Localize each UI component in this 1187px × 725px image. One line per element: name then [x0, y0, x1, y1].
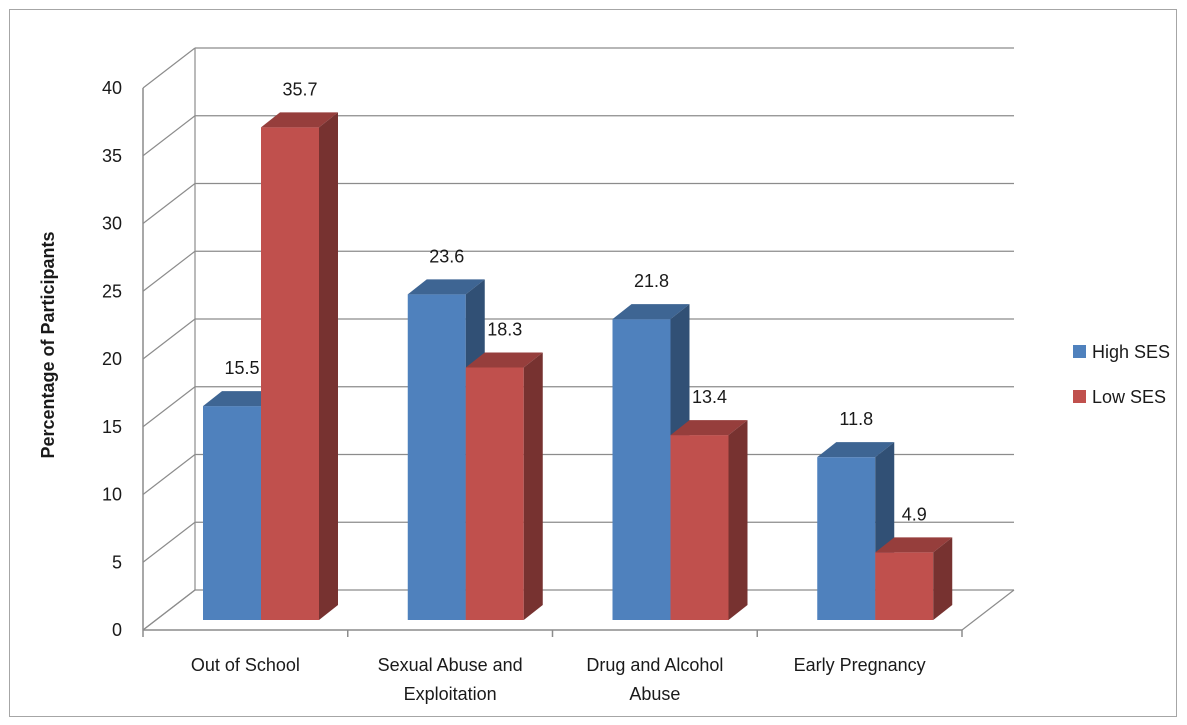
bars: [203, 112, 953, 620]
bar: [670, 420, 748, 620]
bar-side-face: [319, 112, 338, 620]
bar-side-face: [523, 352, 543, 620]
x-category-label: Sexual Abuse and: [378, 655, 523, 675]
y-tick-label: 35: [102, 146, 122, 166]
gridline-side: [142, 521, 196, 563]
bar-top-face: [612, 304, 690, 320]
legend-swatch: [1073, 345, 1086, 358]
y-tick-label: 40: [102, 78, 122, 98]
gridline-side: [142, 250, 196, 292]
legend: High SES Low SES: [1073, 342, 1170, 407]
gridline-side: [142, 183, 196, 224]
x-category-label: Abuse: [629, 684, 680, 704]
bar-top-face: [875, 537, 953, 553]
y-tick-label: 15: [102, 417, 122, 437]
data-label: 13.4: [692, 387, 727, 407]
bar: [465, 352, 543, 620]
bar-front-face: [465, 367, 524, 620]
data-labels: 15.5 23.6 21.8 11.8 35.7 18.3 13.4 4.9: [224, 79, 926, 524]
gridline-side: [142, 47, 196, 89]
data-label: 11.8: [839, 409, 873, 429]
bar-top-face: [261, 112, 338, 128]
data-label: 15.5: [224, 358, 259, 378]
bar-front-face: [875, 552, 934, 620]
bar-front-face: [612, 319, 671, 620]
y-tick-label: 0: [112, 620, 122, 640]
floor-right-edge: [961, 589, 1015, 631]
bar-front-face: [407, 294, 466, 620]
gridline-side: [142, 386, 196, 428]
bar-front-face: [261, 127, 319, 620]
data-label: 21.8: [634, 271, 669, 291]
bar-top-face: [670, 420, 748, 436]
y-axis-title: Percentage of Participants: [38, 231, 58, 458]
y-tick-label: 20: [102, 349, 122, 369]
x-category-label: Early Pregnancy: [794, 655, 926, 675]
bar-top-face: [817, 442, 895, 458]
y-tick-label: 30: [102, 214, 122, 234]
data-label: 18.3: [487, 319, 522, 339]
legend-entry: High SES: [1092, 342, 1170, 362]
x-category-label: Drug and Alcohol: [586, 655, 723, 675]
x-category-label: Out of School: [191, 655, 300, 675]
bar-side-face: [933, 537, 953, 620]
legend-swatch: [1073, 390, 1086, 403]
x-category-label: Exploitation: [404, 684, 497, 704]
data-label: 23.6: [429, 246, 464, 266]
gridline-side: [142, 115, 196, 157]
bar-side-face: [728, 420, 748, 620]
bar: [875, 537, 953, 620]
bar: [261, 112, 338, 620]
y-tick-label: 25: [102, 281, 122, 301]
gridline-side: [142, 454, 196, 495]
gridline-side: [142, 318, 196, 360]
y-tick-label: 10: [102, 485, 122, 505]
bar-front-face: [203, 406, 261, 620]
bar-top-face: [407, 279, 485, 295]
bar-front-face: [670, 435, 729, 620]
bar-top-face: [203, 391, 280, 407]
y-tick-label: 5: [112, 552, 122, 572]
bar-front-face: [817, 457, 876, 620]
data-label: 4.9: [902, 504, 927, 524]
axes: 0 5 10 15 20 25 30 35 40 Out of School Sexual Abus…: [102, 78, 963, 704]
bar-top-face: [465, 352, 543, 368]
gridline-side: [142, 589, 196, 631]
legend-entry: Low SES: [1092, 387, 1166, 407]
data-label: 35.7: [282, 79, 317, 99]
